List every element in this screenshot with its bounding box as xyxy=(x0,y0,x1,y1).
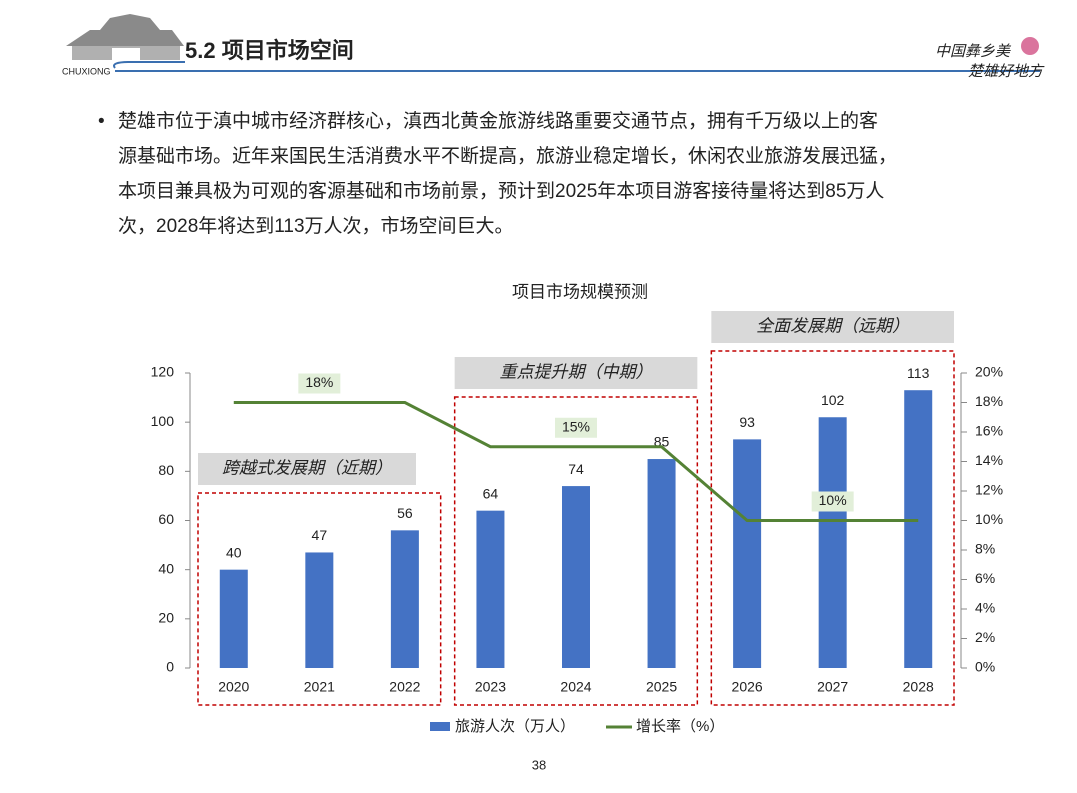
logo-text: CHUXIONG xyxy=(62,66,111,76)
phase-box xyxy=(197,492,442,706)
data-label: 113 xyxy=(907,365,930,381)
data-label: 74 xyxy=(568,461,584,477)
x-tick-label: 2026 xyxy=(732,679,763,695)
body-text: 楚雄市位于滇中城市经济群核心，滇西北黄金旅游线路重要交通节点，拥有千万级以上的客… xyxy=(118,110,897,237)
x-tick-label: 2028 xyxy=(903,679,934,695)
bar xyxy=(733,439,762,668)
phase-label: 跨越式发展期（近期） xyxy=(222,458,392,477)
data-label: 93 xyxy=(739,414,755,430)
y-tick-label: 60 xyxy=(158,511,174,527)
page-number: 38 xyxy=(532,757,546,772)
x-tick-label: 2021 xyxy=(304,679,335,695)
bar xyxy=(305,552,334,668)
legend-label: 旅游人次（万人） xyxy=(455,718,575,735)
bar xyxy=(904,390,933,668)
bar xyxy=(390,530,419,668)
legend-swatch xyxy=(430,722,450,731)
x-tick-label: 2024 xyxy=(560,679,591,695)
phase-label: 重点提升期（中期） xyxy=(500,362,653,381)
data-label: 102 xyxy=(821,392,845,408)
y-tick-label: 20 xyxy=(158,610,174,626)
data-label: 64 xyxy=(483,485,499,501)
phase-label-bg xyxy=(711,311,954,343)
growth-line xyxy=(233,401,919,522)
x-tick-label: 2025 xyxy=(646,679,677,695)
slide-title: 5.2 项目市场空间 xyxy=(185,38,354,63)
y-tick-label: 100 xyxy=(151,413,175,429)
body-line: 源基础市场。近年来国民生活消费水平不断提高，旅游业稳定增长，休闲农业旅游发展迅猛… xyxy=(118,145,897,167)
y2-tick-label: 4% xyxy=(975,600,995,616)
logo xyxy=(66,14,185,69)
body-line: 次，2028年将达到113万人次，市场空间巨大。 xyxy=(118,215,514,237)
data-label: 10% xyxy=(819,492,847,508)
y-tick-label: 40 xyxy=(158,560,174,576)
bar xyxy=(476,510,505,668)
x-tick-label: 2020 xyxy=(218,679,249,695)
phase-box xyxy=(710,350,955,706)
bar xyxy=(219,569,248,668)
x-tick-label: 2027 xyxy=(817,679,848,695)
data-label: 47 xyxy=(312,527,328,543)
y2-tick-label: 0% xyxy=(975,659,995,675)
data-label-bg xyxy=(811,491,854,512)
y2-tick-label: 10% xyxy=(975,511,1003,527)
phase-label: 全面发展期（远期） xyxy=(756,316,909,335)
data-label: 40 xyxy=(226,544,242,560)
y2-tick-label: 8% xyxy=(975,541,995,557)
x-tick-label: 2022 xyxy=(389,679,420,695)
body-line: 楚雄市位于滇中城市经济群核心，滇西北黄金旅游线路重要交通节点，拥有千万级以上的客 xyxy=(118,110,878,132)
y2-tick-label: 2% xyxy=(975,629,995,645)
chart-title: 项目市场规模预测 xyxy=(512,282,648,301)
y-tick-label: 80 xyxy=(158,462,174,478)
phase-label-bg xyxy=(198,453,416,485)
body-line: 本项目兼具极为可观的客源基础和市场前景，预计到2025年本项目游客接待量将达到8… xyxy=(118,180,884,202)
bar xyxy=(818,417,847,668)
y2-tick-label: 14% xyxy=(975,452,1003,468)
data-label: 56 xyxy=(397,505,413,521)
data-label: 18% xyxy=(305,374,333,390)
slogan: 中国彝乡美 xyxy=(935,43,1012,60)
x-tick-label: 2023 xyxy=(475,679,506,695)
y2-tick-label: 16% xyxy=(975,423,1003,439)
phase-label-bg xyxy=(454,357,698,389)
phase-box xyxy=(453,396,699,706)
y2-tick-label: 6% xyxy=(975,570,995,586)
legend-label: 增长率（%） xyxy=(636,718,724,735)
y-tick-label: 0 xyxy=(166,659,174,675)
data-label: 15% xyxy=(562,418,590,434)
data-label-bg xyxy=(298,373,341,394)
bullet: • xyxy=(98,111,105,132)
slogan-icon xyxy=(1021,37,1039,55)
bar xyxy=(647,459,676,668)
y2-tick-label: 18% xyxy=(975,393,1003,409)
y2-tick-label: 12% xyxy=(975,482,1003,498)
bar xyxy=(562,486,590,668)
y2-tick-label: 20% xyxy=(975,364,1003,380)
data-label-bg xyxy=(555,417,597,438)
slogan: 楚雄好地方 xyxy=(968,63,1045,80)
y-tick-label: 120 xyxy=(151,364,175,380)
